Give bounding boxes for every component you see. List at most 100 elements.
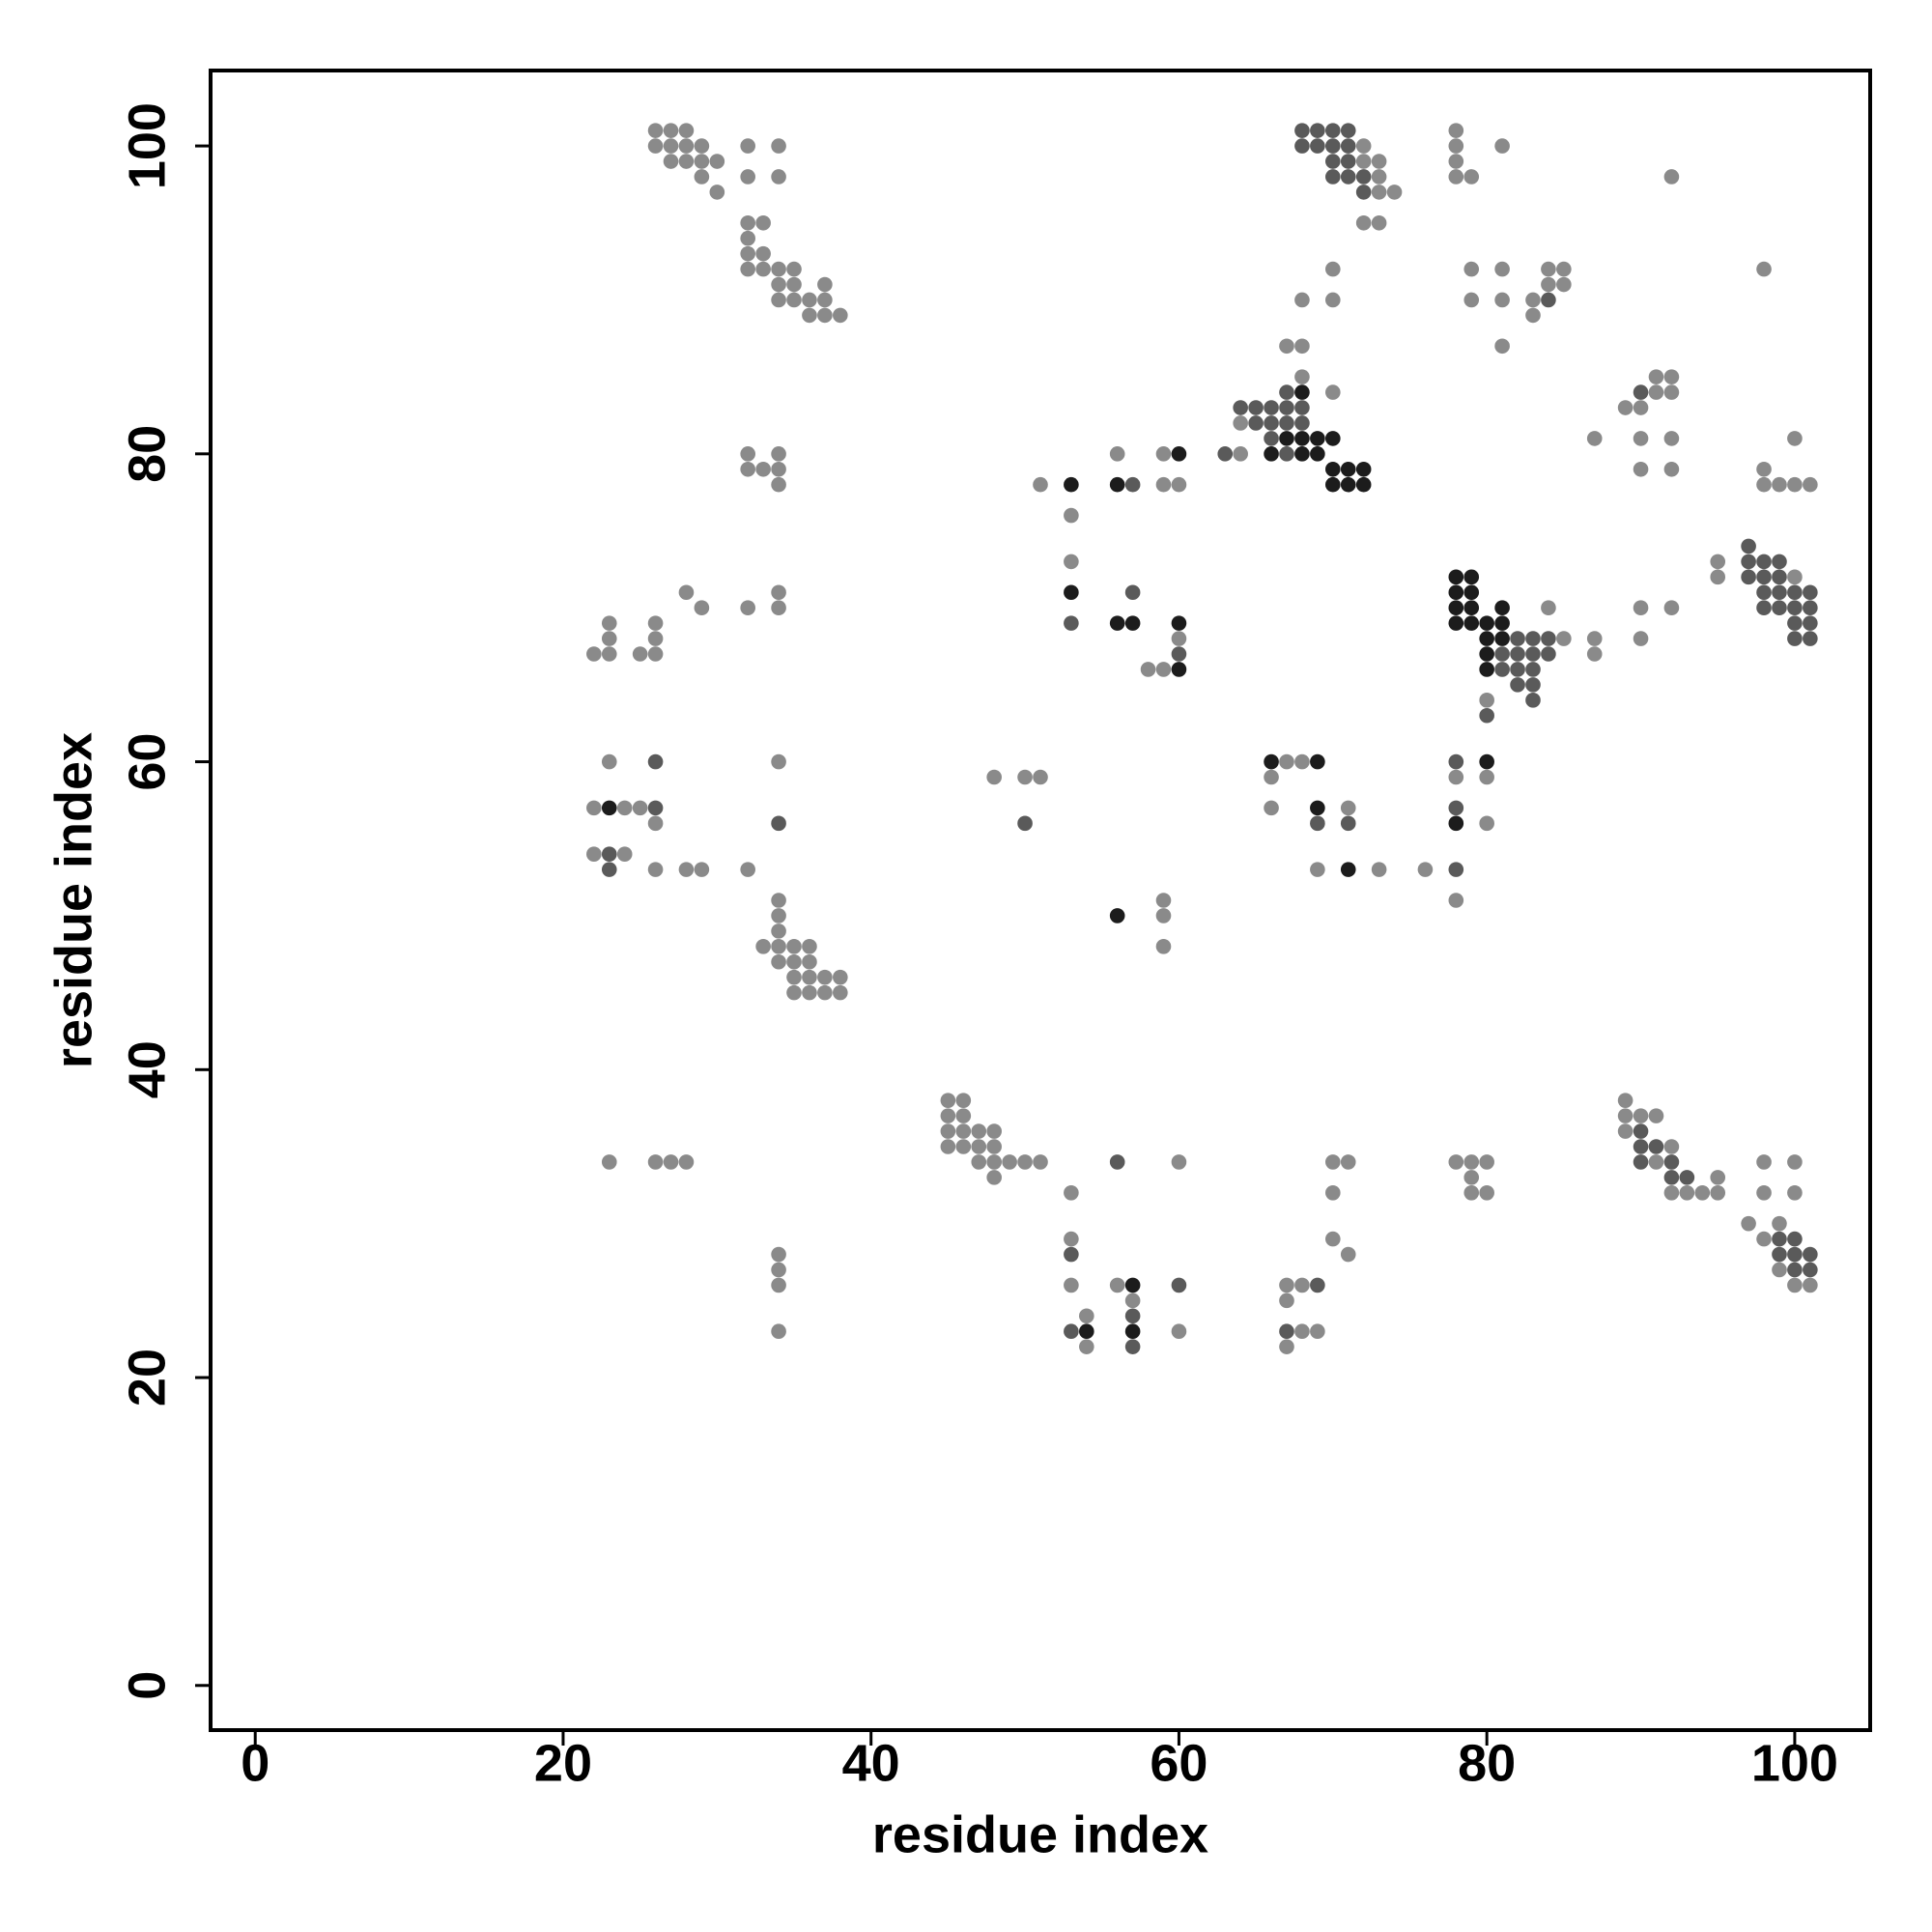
contact-point (1355, 461, 1372, 477)
y-axis-title: residue index (44, 732, 102, 1068)
contact-point (1803, 1277, 1818, 1293)
contact-point (586, 846, 602, 862)
contact-point (1064, 1323, 1079, 1340)
contact-point (1294, 415, 1310, 431)
contact-point (1479, 707, 1494, 724)
contact-point (1371, 862, 1387, 877)
contact-point (1772, 569, 1787, 585)
contact-point (1479, 769, 1494, 785)
contact-point (1448, 569, 1464, 585)
y-tick-label: 20 (118, 1349, 176, 1406)
contact-point (601, 753, 617, 770)
contact-point (1155, 476, 1172, 493)
contact-point (755, 245, 771, 262)
contact-point (663, 1154, 679, 1170)
contact-point (1479, 753, 1494, 770)
contact-point (1772, 584, 1787, 601)
contact-point (771, 446, 786, 462)
contact-point (616, 846, 633, 862)
contact-point (1525, 677, 1541, 693)
contact-point (1310, 800, 1325, 816)
contact-point (1663, 369, 1680, 384)
contact-point (1787, 584, 1803, 601)
contact-point (1448, 154, 1464, 169)
contact-point (1325, 431, 1341, 446)
contact-point (771, 1246, 786, 1263)
contact-point (1340, 138, 1356, 154)
contact-point (1171, 446, 1187, 462)
contact-point (771, 1323, 786, 1340)
contact-point (1663, 169, 1680, 185)
contact-point (1494, 631, 1510, 646)
contact-point (817, 292, 833, 308)
contact-point (1494, 338, 1510, 355)
contact-point (1525, 631, 1541, 646)
contact-point (1663, 1170, 1680, 1185)
contact-point (740, 461, 755, 477)
contact-point (786, 939, 802, 954)
contact-point (1294, 431, 1310, 446)
contact-point (1340, 1246, 1356, 1263)
contact-point (1463, 584, 1480, 601)
contact-point (1233, 446, 1248, 462)
x-tick-label: 100 (1751, 1734, 1838, 1792)
contact-point (1463, 169, 1480, 185)
contact-point (1155, 908, 1172, 923)
contact-point (1633, 1154, 1649, 1170)
contact-point (1756, 1185, 1772, 1201)
contact-point (647, 646, 664, 662)
contact-point (1617, 1108, 1634, 1123)
contact-point (1294, 384, 1310, 400)
contact-point (1772, 1262, 1787, 1278)
contact-point (1756, 584, 1772, 601)
contact-point (986, 769, 1002, 785)
contact-point (1648, 1139, 1664, 1154)
contact-point (1803, 631, 1818, 646)
contact-point (802, 307, 817, 324)
contact-point (1064, 554, 1079, 570)
contact-point (1325, 1154, 1341, 1170)
contact-point (1463, 615, 1480, 631)
contact-point (1710, 1170, 1726, 1185)
contact-point (647, 1154, 664, 1170)
contact-point (771, 600, 786, 615)
contact-point (1525, 646, 1541, 662)
contact-point (955, 1093, 972, 1108)
contact-point (1264, 769, 1279, 785)
contact-point (1109, 476, 1125, 493)
contact-point (771, 461, 786, 477)
contact-point (709, 185, 725, 200)
contact-point (1279, 384, 1294, 400)
contact-point (786, 261, 802, 277)
contact-point (1463, 1170, 1480, 1185)
contact-point (694, 138, 710, 154)
contact-point (1787, 600, 1803, 615)
contact-point (1479, 646, 1494, 662)
contact-point (1294, 1277, 1310, 1293)
contact-point (709, 154, 725, 169)
contact-point (1033, 1154, 1048, 1170)
contact-point (1355, 138, 1372, 154)
contact-point (1017, 815, 1033, 832)
contact-point (1787, 1262, 1803, 1278)
contact-point (1663, 600, 1680, 615)
contact-point (1310, 862, 1325, 877)
contact-point (1633, 400, 1649, 415)
contact-point (1064, 1277, 1079, 1293)
contact-point (678, 1154, 695, 1170)
contact-point (1541, 646, 1556, 662)
contact-point (1264, 753, 1279, 770)
contact-point (1171, 1154, 1187, 1170)
contact-point (1756, 569, 1772, 585)
contact-point (1109, 1154, 1125, 1170)
contact-point (971, 1123, 987, 1139)
contact-point (1355, 169, 1372, 185)
contact-point (771, 276, 786, 293)
contact-point (1124, 1277, 1141, 1293)
contact-point (1648, 369, 1664, 384)
contact-point (1079, 1308, 1094, 1324)
contact-point (1479, 631, 1494, 646)
contact-point (740, 230, 755, 246)
contact-point (1448, 815, 1464, 832)
